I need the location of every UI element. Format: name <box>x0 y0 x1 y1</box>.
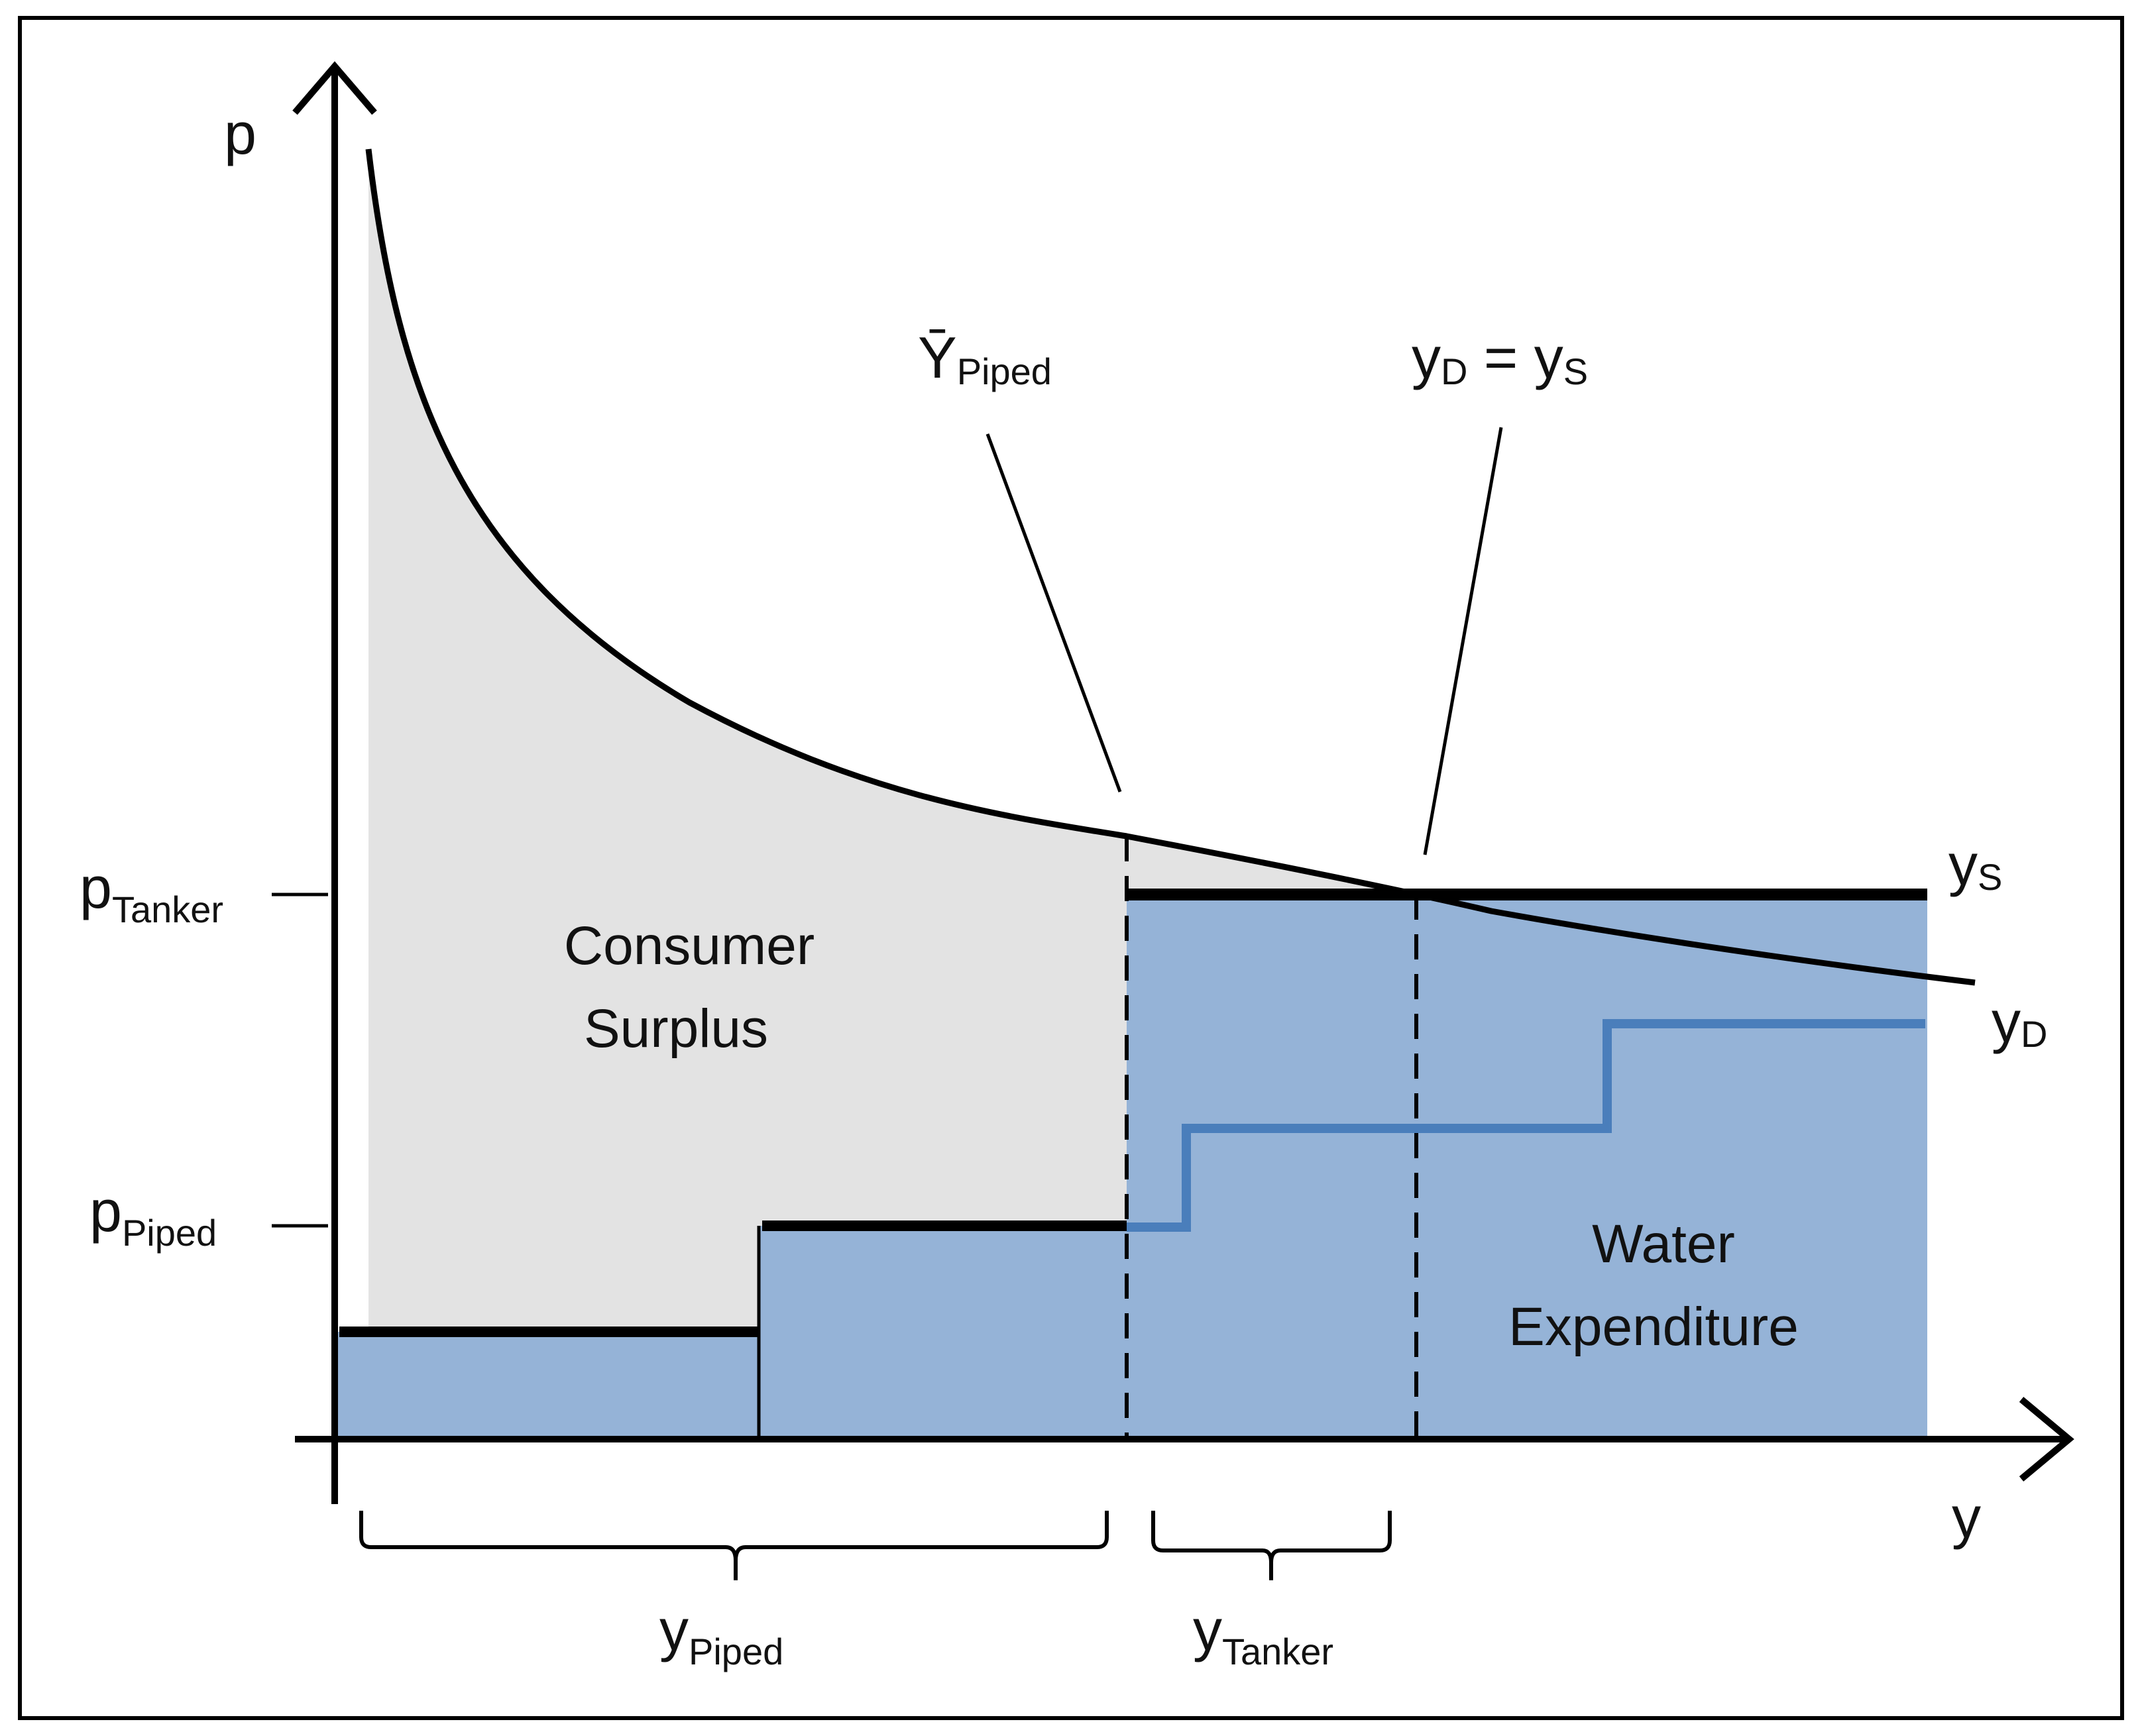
tanker-quantity-sub: Tanker <box>1222 1631 1333 1672</box>
demand-curve <box>365 148 1976 986</box>
demand-curve-base: y <box>1992 989 2021 1054</box>
supply-curve-sub: S <box>1978 856 2002 898</box>
supply-curve-label: yS <box>1948 832 2002 898</box>
piped-price-sub: Piped <box>122 1212 217 1254</box>
equilibrium-eq: = <box>1467 325 1534 390</box>
y-axis-label: p <box>224 101 256 166</box>
tanker-quantity-base: y <box>1193 1597 1222 1662</box>
equilibrium-label: yD = yS <box>1412 325 1588 392</box>
tanker-price-sub: Tanker <box>112 889 223 930</box>
demand-curve-label: yD <box>1992 989 2047 1055</box>
equilibrium-lhs-base: y <box>1412 325 1441 390</box>
piped-brace <box>359 1511 1109 1580</box>
consumer-surplus-area <box>368 151 1405 1332</box>
ybar-piped-sub: Piped <box>957 351 1052 392</box>
consumer-surplus-label-2: Surplus <box>584 999 768 1059</box>
ybar-piped-pointer <box>986 433 1122 792</box>
tanker-price-label: pTanker <box>80 855 223 930</box>
piped-quantity-label: yPiped <box>659 1597 783 1672</box>
equilibrium-lhs-sub: D <box>1441 351 1467 392</box>
outer-border <box>18 16 2124 1720</box>
demand-curve-sub: D <box>2021 1013 2047 1055</box>
tanker-price-base: p <box>80 855 112 920</box>
water-expenditure-area <box>338 895 1927 1438</box>
piped-price-label: pPiped <box>89 1178 217 1254</box>
blue-step-line <box>1127 1019 1925 1232</box>
equilibrium-rhs-sub: S <box>1563 351 1588 392</box>
tanker-quantity-label: yTanker <box>1193 1597 1333 1672</box>
consumer-surplus-label-1: Consumer <box>564 916 815 976</box>
equilibrium-pointer <box>1423 427 1503 855</box>
supply-curve-base: y <box>1948 832 1978 897</box>
piped-price-base: p <box>89 1178 122 1244</box>
y-axis-arrowhead <box>292 61 377 115</box>
tanker-brace <box>1151 1511 1392 1580</box>
ybar-piped-base: Ȳ <box>918 325 957 390</box>
ybar-piped-label: ȲPiped <box>918 325 1052 392</box>
water-expenditure-label-2: Expenditure <box>1508 1297 1799 1357</box>
piped-quantity-sub: Piped <box>689 1631 783 1672</box>
equilibrium-rhs-base: y <box>1534 325 1563 390</box>
x-axis-label: y <box>1952 1484 1981 1550</box>
water-expenditure-label-1: Water <box>1592 1214 1735 1274</box>
piped-quantity-base: y <box>659 1597 689 1662</box>
x-axis-arrowhead <box>2019 1397 2074 1482</box>
